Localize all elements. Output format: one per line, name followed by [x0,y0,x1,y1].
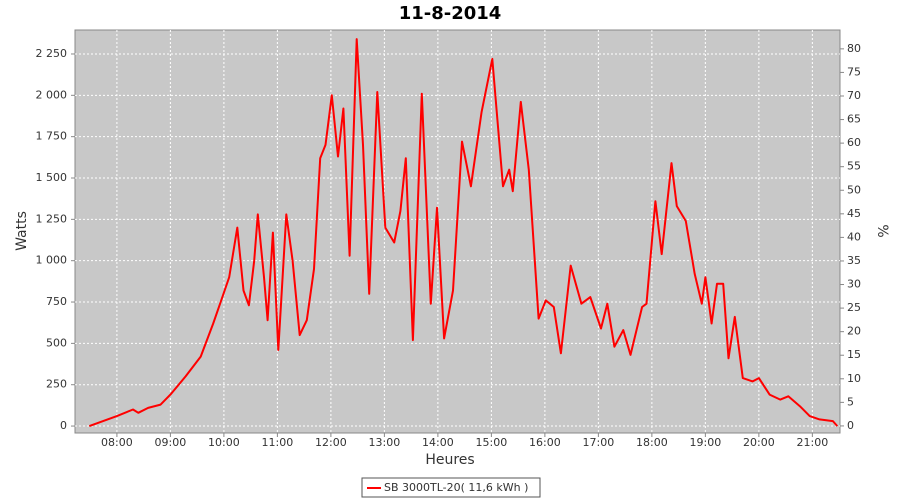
y2-tick-label: 5 [847,395,854,408]
y-tick-label: 2 000 [36,88,68,101]
data-line [88,38,839,428]
x-tick-label: 18:00 [636,436,668,449]
x-tick-label: 20:00 [743,436,775,449]
x-tick-label: 10:00 [208,436,240,449]
x-tick-label: 19:00 [690,436,722,449]
y-tick-label: 1 000 [36,254,68,267]
y2-tick-label: 20 [847,325,861,338]
legend-box [361,477,541,498]
y2-tick-label: 65 [847,113,861,126]
y-tick-label: 1 750 [36,130,68,143]
y-tick-label: 750 [46,295,67,308]
y2-tick-label: 30 [847,278,861,291]
y-axis-label: Watts [14,211,30,251]
x-tick-label: 08:00 [101,436,133,449]
x-tick-label: 14:00 [422,436,454,449]
x-axis-label: Heures [425,452,474,468]
x-tick-label: 16:00 [529,436,561,449]
y2-tick-label: 45 [847,207,861,220]
y-tick-label: 500 [46,336,67,349]
y2-tick-label: 80 [847,42,861,55]
y2-tick-label: 55 [847,160,861,173]
x-tick-label: 12:00 [315,436,347,449]
chart-title: 11-8-2014 [399,3,502,24]
y-tick-label: 250 [46,378,67,391]
x-tick-label: 11:00 [262,436,294,449]
y2-tick-label: 15 [847,348,861,361]
y-tick-label: 1 250 [36,212,68,225]
legend-label: SB 3000TL-20( 11,6 kWh ) [384,481,528,494]
x-tick-label: 21:00 [797,436,829,449]
y-tick-label: 0 [60,419,67,432]
y2-tick-label: 10 [847,372,861,385]
y2-tick-label: 60 [847,136,861,149]
y2-tick-label: 70 [847,89,861,102]
y2-tick-label: 75 [847,65,861,78]
x-tick-label: 09:00 [155,436,187,449]
y2-axis-label: % [874,224,890,237]
y2-tick-label: 50 [847,183,861,196]
x-tick-label: 17:00 [583,436,615,449]
y-tick-label: 2 250 [36,47,68,60]
y2-tick-label: 35 [847,254,861,267]
x-tick-label: 13:00 [369,436,401,449]
y2-tick-label: 25 [847,301,861,314]
x-tick-label: 15:00 [476,436,508,449]
y-tick-label: 1 500 [36,171,68,184]
y2-tick-label: 40 [847,230,861,243]
y2-tick-label: 0 [847,419,854,432]
